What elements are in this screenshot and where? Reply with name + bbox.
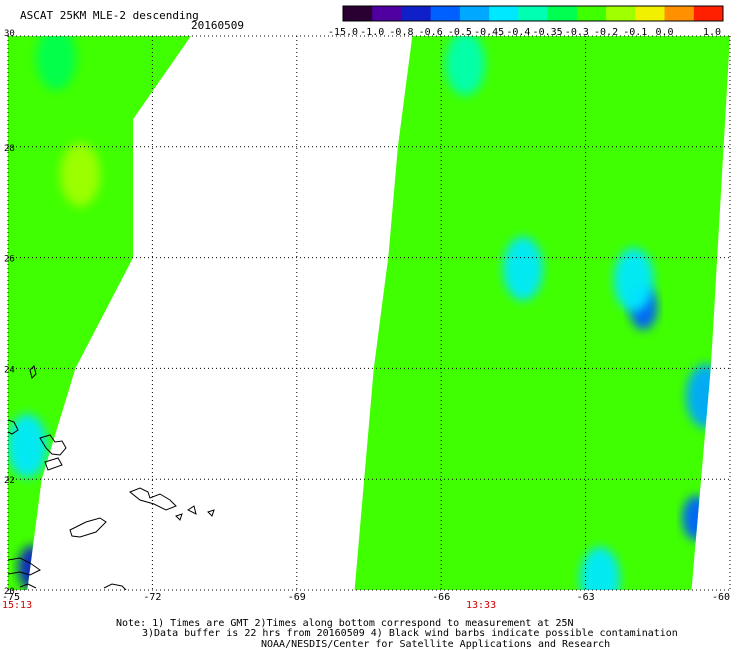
x-tick-label: -63	[577, 592, 595, 603]
colorbar-swatch	[547, 6, 578, 21]
colorbar-swatch	[489, 6, 519, 21]
wind-feature	[18, 545, 47, 590]
wind-feature	[60, 142, 101, 207]
swath-layer	[8, 36, 730, 590]
island-outline	[69, 517, 107, 538]
y-tick-label: 28	[4, 144, 15, 154]
colorbar-tick-label: -0.4	[506, 27, 530, 38]
x-tick-label: -69	[288, 592, 306, 603]
colorbar-tick-label: 0.0	[656, 27, 674, 38]
graticule	[7, 35, 731, 591]
island-outline	[8, 419, 19, 435]
wind-feature	[36, 36, 77, 91]
island-outline	[8, 557, 41, 576]
left-pass-time: 15:13	[2, 600, 32, 611]
y-tick-label: 24	[4, 365, 15, 375]
right-pass-time: 13:33	[466, 600, 496, 611]
wind-feature	[685, 364, 726, 429]
colorbar-swatch	[343, 6, 373, 21]
island-outline	[175, 513, 183, 521]
wind-feature	[682, 495, 711, 541]
colorbar-tick-label: -0.8	[389, 27, 413, 38]
colorbar-tick-label: -15.0	[328, 27, 358, 38]
note-line-2: 3)Data buffer is 22 hrs from 20160509 4)…	[142, 628, 678, 639]
island-outline	[39, 434, 67, 456]
swath-left-pass	[8, 36, 191, 590]
colorbar-swatch	[459, 6, 490, 21]
wind-feature	[580, 546, 621, 590]
note-line-3: NOAA/NESDIS/Center for Satellite Applica…	[261, 639, 610, 650]
island-outline	[19, 583, 37, 589]
colorbar-tick-label: -0.6	[419, 27, 443, 38]
y-tick-label: 22	[4, 476, 15, 486]
colorbar-tick-label: -0.1	[623, 27, 647, 38]
swath-right-pass	[354, 36, 730, 590]
island-outline	[129, 487, 177, 511]
x-axis-tick-labels: -75 -72 -69 -66 -63 -60	[2, 592, 730, 603]
island-outline	[187, 505, 197, 515]
map-area	[7, 35, 731, 591]
date-label: 20160509	[191, 19, 244, 32]
x-tick-label: -72	[143, 592, 161, 603]
y-axis-tick-labels: 20 22 24 26 28 30	[4, 29, 15, 597]
colorbar-tick-labels: -15.0 -1.0 -0.8 -0.6 -0.5 -0.45 -0.4 -0.35 -0.3-…	[328, 27, 721, 38]
colorbar-tick-label: 1.0	[703, 27, 721, 38]
colorbar-swatch	[430, 6, 461, 21]
x-tick-label: -66	[432, 592, 450, 603]
colorbar-swatch	[401, 6, 432, 21]
wind-feature	[8, 413, 48, 478]
product-title: ASCAT 25KM MLE-2 descending	[20, 9, 199, 22]
wind-feature	[503, 236, 544, 301]
colorbar-tick-label: -0.35	[533, 27, 563, 38]
colorbar-swatch	[606, 6, 636, 21]
colorbar-tick-label: -0.5	[448, 27, 472, 38]
colorbar-tick-label: -0.2	[594, 27, 618, 38]
colorbar-tick-label: -1.0	[360, 27, 384, 38]
colorbar-swatch	[372, 6, 402, 21]
note-line-1: Note: 1) Times are GMT 2)Times along bot…	[116, 618, 574, 629]
wind-feature	[613, 247, 654, 312]
wind-feature	[445, 36, 486, 96]
y-tick-label: 20	[4, 587, 15, 597]
colorbar-tick-label: -0.45	[474, 27, 504, 38]
colorbar-swatch	[576, 6, 607, 21]
colorbar-swatch	[518, 6, 549, 21]
coastline-layer	[8, 365, 215, 590]
x-tick-label: -75	[2, 592, 20, 603]
colorbar	[342, 5, 724, 22]
island-outline	[29, 365, 37, 379]
colorbar-swatch	[693, 6, 724, 21]
island-outline	[44, 457, 63, 471]
colorbar-swatch	[664, 6, 695, 21]
island-outline	[103, 583, 127, 590]
y-tick-label: 30	[4, 29, 15, 39]
colorbar-swatch	[635, 6, 666, 21]
y-tick-label: 26	[4, 255, 15, 265]
x-tick-label: -60	[712, 592, 730, 603]
island-outline	[207, 509, 215, 517]
colorbar-frame	[342, 5, 724, 22]
colorbar-tick-label: -0.3	[565, 27, 589, 38]
